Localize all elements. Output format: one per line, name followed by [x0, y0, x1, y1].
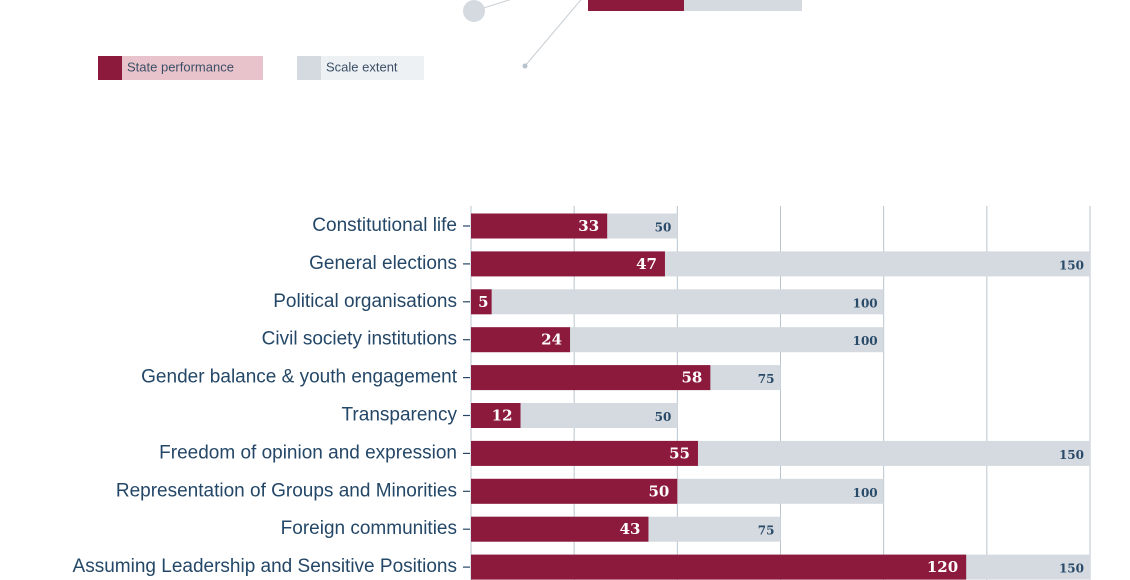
performance-value-label: 12	[492, 407, 513, 425]
performance-bar	[471, 327, 571, 353]
scale-value-label: 50	[655, 221, 672, 235]
category-label: General elections	[309, 253, 457, 274]
performance-bar	[471, 440, 698, 466]
performance-value-label: 55	[669, 444, 690, 462]
category-label: Gender balance & youth engagement	[141, 367, 458, 388]
performance-bar	[471, 554, 967, 580]
category-label: Transparency	[342, 405, 458, 426]
category-label: Representation of Groups and Minorities	[116, 480, 457, 501]
performance-bar	[471, 365, 711, 391]
performance-bar	[471, 213, 608, 239]
scale-value-label: 150	[1059, 258, 1084, 272]
performance-value-label: 47	[636, 255, 657, 273]
category-label: Foreign communities	[281, 518, 457, 539]
performance-value-label: 43	[620, 520, 641, 538]
scale-value-label: 150	[1059, 562, 1084, 576]
scale-value-label: 100	[853, 486, 878, 500]
category-label: Constitutional life	[312, 215, 457, 236]
performance-value-label: 120	[927, 558, 958, 576]
performance-value-label: 33	[578, 217, 599, 235]
scale-bar	[471, 289, 884, 315]
performance-value-label: 5	[478, 293, 488, 311]
performance-bar	[471, 289, 492, 315]
legend-label: State performance	[127, 59, 234, 74]
decoration	[463, 0, 802, 69]
legend-swatch	[98, 56, 122, 80]
performance-value-label: 24	[541, 331, 562, 349]
category-label: Civil society institutions	[262, 329, 457, 350]
performance-bar	[471, 251, 665, 277]
legend-swatch	[297, 56, 321, 80]
category-label: Political organisations	[273, 291, 457, 312]
scale-value-label: 75	[758, 524, 775, 538]
scale-value-label: 100	[853, 296, 878, 310]
scale-value-label: 75	[758, 372, 775, 386]
scale-value-label: 50	[655, 410, 672, 424]
performance-bar	[471, 403, 521, 428]
performance-bar	[471, 516, 649, 542]
legend-background	[98, 56, 263, 80]
scale-value-label: 100	[853, 334, 878, 348]
legend-label: Scale extent	[326, 59, 398, 74]
category-label: Freedom of opinion and expression	[159, 442, 457, 463]
performance-value-label: 50	[648, 482, 669, 500]
performance-value-label: 58	[681, 369, 702, 387]
performance-bar	[471, 478, 678, 504]
category-label: Assuming Leadership and Sensitive Positi…	[73, 556, 457, 577]
scale-value-label: 150	[1059, 448, 1084, 462]
